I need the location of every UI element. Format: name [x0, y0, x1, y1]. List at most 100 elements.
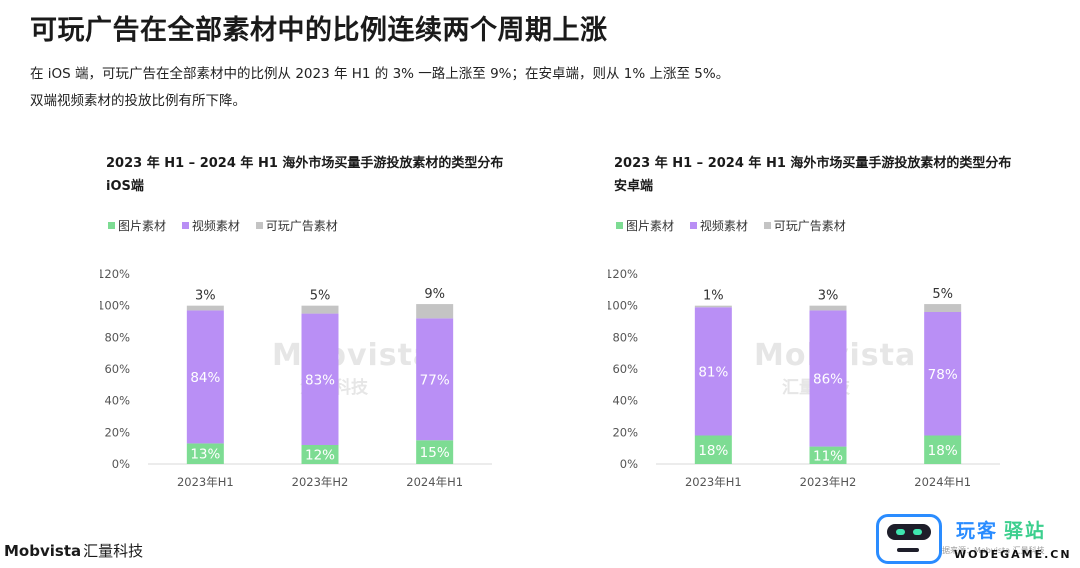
data-label: 81% — [698, 364, 728, 380]
data-label: 84% — [190, 370, 220, 386]
legend-label: 可玩广告素材 — [773, 219, 846, 233]
y-tick-label: 120% — [100, 267, 130, 281]
bar-segment — [186, 443, 224, 464]
description-line-2: 双端视频素材的投放比例有所下降。 — [30, 93, 246, 109]
legend-swatch — [181, 222, 189, 229]
robot-eye-left — [896, 529, 905, 535]
data-label: 18% — [698, 443, 728, 459]
data-label: 11% — [813, 448, 843, 464]
bar-segment — [694, 435, 732, 464]
chart-android: 2023 年 H1 – 2024 年 H1 海外市场买量手游投放素材的类型分布 … — [608, 148, 1068, 508]
legend-label: 图片素材 — [118, 219, 167, 233]
x-tick-label: 2024年H1 — [406, 475, 463, 489]
data-label: 5% — [310, 289, 331, 304]
badge-name: 玩客 驿站 — [956, 516, 1046, 543]
y-tick-label: 100% — [608, 299, 638, 313]
bar-segment — [301, 445, 339, 464]
bar-segment — [416, 318, 454, 441]
chart-legend: 图片素材 视频素材 可玩广告素材 — [108, 217, 350, 234]
x-tick-label: 2023年H1 — [685, 475, 742, 489]
data-label: 3% — [195, 289, 216, 304]
data-label: 13% — [190, 447, 220, 463]
data-label: 77% — [420, 372, 450, 388]
y-tick-label: 20% — [104, 425, 130, 439]
legend-swatch — [255, 222, 263, 229]
legend-item-image: 图片素材 — [108, 217, 166, 234]
legend-item-playable: 可玩广告素材 — [763, 217, 846, 234]
robot-face — [887, 524, 931, 540]
legend-label: 视频素材 — [699, 219, 748, 233]
y-tick-label: 100% — [100, 299, 130, 313]
legend-item-playable: 可玩广告素材 — [255, 217, 338, 234]
x-tick-label: 2024年H1 — [914, 475, 971, 489]
data-label: 1% — [703, 289, 724, 304]
x-tick-label: 2023年H2 — [800, 475, 857, 489]
legend-item-image: 图片素材 — [616, 217, 674, 234]
y-tick-label: 60% — [612, 362, 638, 376]
robot-mouth — [897, 548, 919, 552]
bar-segment — [301, 313, 339, 445]
legend-item-video: 视频素材 — [181, 217, 240, 234]
y-tick-label: 40% — [104, 394, 130, 408]
legend-label: 视频素材 — [191, 219, 240, 233]
legend-swatch — [763, 222, 771, 229]
robot-icon — [876, 514, 942, 564]
chart-legend: 图片素材 视频素材 可玩广告素材 — [616, 217, 858, 234]
badge-name-part1: 玩客 — [956, 520, 999, 542]
page-title: 可玩广告在全部素材中的比例连续两个周期上涨 — [30, 15, 608, 46]
description-line-1: 在 iOS 端，可玩广告在全部素材中的比例从 2023 年 H1 的 3% 一路… — [30, 66, 730, 82]
legend-swatch — [689, 222, 697, 229]
x-tick-label: 2023年H2 — [292, 475, 349, 489]
bar-segment — [416, 304, 454, 319]
legend-swatch — [108, 222, 115, 229]
bar-segment — [924, 312, 962, 436]
bar-segment — [694, 307, 732, 436]
data-label: 15% — [420, 445, 450, 461]
badge-name-part2: 驿站 — [1004, 520, 1047, 542]
chart-subtitle: 安卓端 — [614, 179, 654, 194]
bar-segment — [416, 440, 454, 464]
y-tick-label: 20% — [612, 425, 638, 439]
bar-segment — [186, 305, 224, 311]
y-tick-label: 0% — [620, 457, 638, 471]
legend-swatch — [616, 222, 623, 229]
data-label: 83% — [305, 372, 335, 388]
badge-domain: WODEGAME.CN — [954, 548, 1072, 561]
chart-ios: 2023 年 H1 – 2024 年 H1 海外市场买量手游投放素材的类型分布 … — [100, 148, 560, 508]
x-tick-label: 2023年H1 — [177, 475, 234, 489]
data-label: 78% — [928, 367, 958, 383]
y-tick-label: 60% — [104, 362, 130, 376]
y-tick-label: 120% — [608, 267, 638, 281]
footer-logo-cn: 汇量科技 — [83, 542, 144, 560]
chart-title: 2023 年 H1 – 2024 年 H1 海外市场买量手游投放素材的类型分布 — [614, 156, 1012, 171]
chart-subtitle: iOS端 — [106, 179, 144, 194]
bar-segment — [301, 305, 339, 314]
y-tick-label: 80% — [612, 330, 638, 344]
footer-logo: Mobvista 汇量科技 — [4, 540, 143, 561]
data-label: 5% — [932, 287, 953, 302]
legend-label: 可玩广告素材 — [265, 219, 338, 233]
bar-segment — [924, 435, 962, 464]
data-label: 3% — [818, 289, 839, 304]
bar-segment — [924, 304, 962, 312]
data-label: 18% — [928, 443, 958, 459]
chart-title: 2023 年 H1 – 2024 年 H1 海外市场买量手游投放素材的类型分布 — [106, 156, 504, 171]
data-label: 86% — [813, 372, 843, 388]
watermark-logo: Mobvista — [272, 338, 435, 373]
data-label: 12% — [305, 448, 335, 464]
footer-logo-text: Mobvista — [4, 542, 82, 560]
bar-segment — [809, 310, 847, 447]
y-tick-label: 0% — [112, 457, 130, 471]
chart-plot-android: 0% 20% 40% 60% 80% 100% 120% 18% 81% 1% 2023年H1 11%… — [608, 267, 1000, 489]
robot-eye-right — [913, 529, 922, 535]
bar-segment — [694, 305, 732, 308]
legend-label: 图片素材 — [626, 219, 675, 233]
chart-plot-ios: 0% 20% 40% 60% 80% 100% 120% 13% 84% 3% 2023年H1 12%… — [100, 267, 492, 489]
bar-segment — [186, 310, 224, 444]
y-tick-label: 40% — [612, 394, 638, 408]
bar-segment — [809, 305, 847, 311]
legend-item-video: 视频素材 — [689, 217, 748, 234]
bar-segment — [809, 446, 847, 464]
y-tick-label: 80% — [104, 330, 130, 344]
data-label: 9% — [424, 287, 445, 302]
